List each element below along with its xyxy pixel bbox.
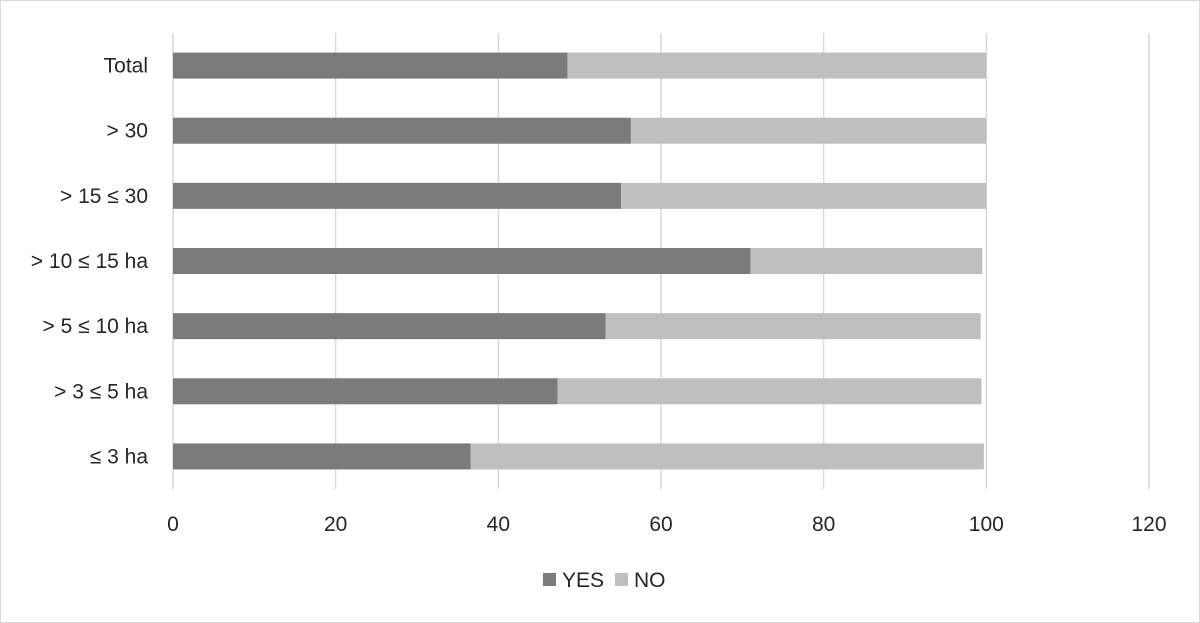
x-tick-label: 40 xyxy=(487,513,510,536)
category-label: > 10 ≤ 15 ha xyxy=(31,250,149,273)
bar-yes-4 xyxy=(173,313,606,340)
bar-no-5 xyxy=(557,378,982,405)
x-tick-label: 60 xyxy=(649,513,672,536)
bar-yes-1 xyxy=(173,117,631,144)
legend-label-no: NO xyxy=(634,569,666,592)
category-label: > 30 xyxy=(107,120,148,143)
bar-yes-3 xyxy=(173,248,751,274)
legend-swatch-no xyxy=(615,573,628,586)
x-tick-label: 120 xyxy=(1131,513,1166,536)
x-tick-label: 80 xyxy=(812,513,835,536)
category-label: > 5 ≤ 10 ha xyxy=(42,315,148,338)
x-axis-tick-labels: 0 20 40 60 80 100 120 xyxy=(167,513,1166,536)
bar-yes-0 xyxy=(173,52,568,79)
x-tick-label: 0 xyxy=(167,513,179,536)
bar-no-2 xyxy=(621,182,987,209)
legend-swatch-yes xyxy=(543,573,556,586)
x-tick-label: 20 xyxy=(324,513,347,536)
category-label: ≤ 3 ha xyxy=(90,445,149,468)
bars xyxy=(173,52,987,470)
category-label: > 3 ≤ 5 ha xyxy=(54,380,148,403)
category-label: Total xyxy=(104,55,148,78)
bar-yes-6 xyxy=(173,443,471,470)
legend-label-yes: YES xyxy=(562,569,604,592)
bar-yes-2 xyxy=(173,182,622,209)
bar-no-4 xyxy=(605,313,981,340)
x-tick-label: 100 xyxy=(969,513,1004,536)
category-labels: Total > 30 > 15 ≤ 30 > 10 ≤ 15 ha > 5 ≤ 10 h… xyxy=(31,55,149,469)
bar-no-6 xyxy=(470,443,984,470)
bar-yes-5 xyxy=(173,378,558,405)
bar-no-3 xyxy=(750,248,983,274)
legend: YES NO xyxy=(543,569,666,592)
bar-no-0 xyxy=(567,52,987,79)
category-label: > 15 ≤ 30 xyxy=(60,185,148,208)
bar-no-1 xyxy=(630,117,987,144)
